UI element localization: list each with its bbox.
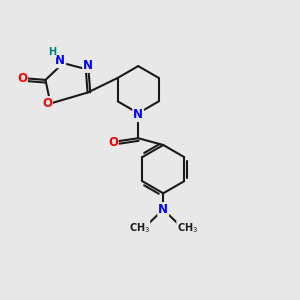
Text: O: O — [42, 97, 52, 110]
Text: CH$_3$: CH$_3$ — [177, 221, 198, 235]
Text: CH$_3$: CH$_3$ — [128, 221, 150, 235]
Text: O: O — [17, 72, 27, 85]
Text: N: N — [133, 108, 143, 121]
Text: N: N — [83, 59, 93, 72]
Text: N: N — [55, 54, 65, 67]
Text: O: O — [108, 136, 118, 149]
Text: N: N — [158, 203, 168, 216]
Text: H: H — [48, 47, 56, 57]
